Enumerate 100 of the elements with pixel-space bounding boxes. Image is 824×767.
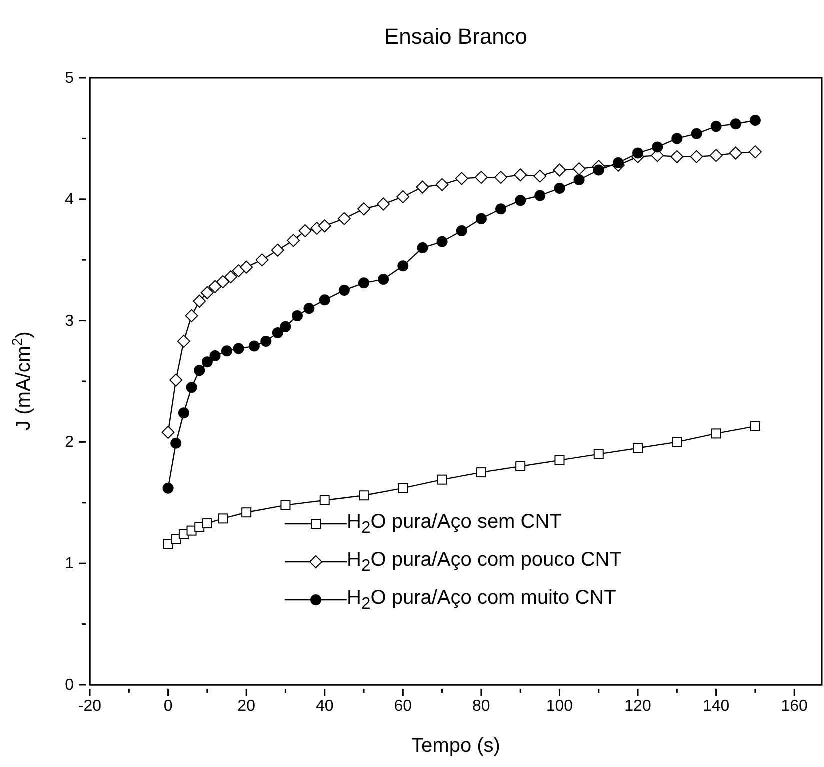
point bbox=[280, 500, 291, 510]
point bbox=[516, 461, 526, 472]
point bbox=[436, 236, 448, 248]
point bbox=[260, 336, 272, 347]
point bbox=[377, 198, 390, 211]
point bbox=[185, 309, 198, 322]
x-axis-title: Tempo (s) bbox=[412, 735, 500, 757]
point bbox=[652, 142, 664, 153]
point bbox=[417, 242, 428, 254]
point bbox=[178, 408, 190, 419]
x-tick-label: 100 bbox=[546, 698, 574, 715]
point bbox=[730, 118, 742, 130]
point bbox=[256, 254, 269, 267]
point bbox=[398, 483, 408, 494]
point bbox=[242, 508, 252, 518]
point bbox=[436, 178, 449, 192]
x-tick-label: 140 bbox=[702, 698, 730, 715]
y-tick-label: 0 bbox=[65, 677, 74, 694]
point bbox=[287, 234, 300, 248]
x-tick-label: 0 bbox=[164, 698, 173, 715]
point bbox=[496, 204, 507, 215]
point bbox=[711, 428, 722, 439]
y-tick-label: 3 bbox=[65, 312, 74, 330]
point bbox=[194, 365, 206, 376]
point bbox=[170, 438, 182, 449]
point bbox=[304, 303, 315, 314]
point bbox=[748, 146, 762, 159]
point bbox=[633, 443, 644, 454]
x-tick-label: -20 bbox=[78, 698, 102, 715]
point bbox=[186, 382, 198, 394]
point bbox=[672, 437, 682, 448]
point bbox=[534, 170, 547, 183]
point bbox=[612, 157, 624, 168]
point bbox=[202, 518, 212, 529]
point bbox=[750, 421, 760, 432]
point bbox=[216, 275, 230, 288]
point bbox=[574, 174, 585, 186]
point bbox=[416, 180, 430, 194]
legend-label: H$_{2}$O pura/Aço sem CNT bbox=[347, 510, 562, 538]
chart-title: Ensaio Branco bbox=[384, 24, 528, 49]
point bbox=[170, 374, 183, 387]
x-tick-label: 20 bbox=[238, 698, 256, 715]
point bbox=[594, 449, 604, 460]
point bbox=[222, 346, 233, 357]
point bbox=[456, 225, 468, 236]
point bbox=[691, 128, 702, 140]
point bbox=[162, 426, 175, 439]
point bbox=[218, 514, 228, 524]
point bbox=[455, 172, 468, 186]
point bbox=[729, 146, 742, 160]
point bbox=[280, 321, 292, 332]
point bbox=[162, 482, 174, 494]
point bbox=[208, 280, 222, 294]
point bbox=[476, 213, 487, 224]
x-tick-label: 40 bbox=[316, 698, 334, 715]
point bbox=[358, 278, 370, 289]
point bbox=[210, 350, 221, 362]
legend-label: H$_{2}$O pura/Aço com muito CNT bbox=[347, 586, 616, 614]
y-tick-label: 2 bbox=[65, 434, 74, 452]
point bbox=[710, 121, 722, 132]
x-tick-label: 60 bbox=[394, 698, 412, 715]
legend-label: H$_{2}$O pura/Aço com pouco CNT bbox=[347, 548, 622, 576]
point bbox=[202, 356, 213, 368]
point bbox=[572, 162, 586, 176]
point bbox=[396, 190, 410, 204]
point bbox=[690, 150, 704, 164]
point bbox=[358, 202, 371, 216]
point bbox=[632, 148, 644, 159]
point bbox=[271, 244, 284, 257]
point bbox=[710, 149, 723, 162]
point bbox=[318, 220, 332, 233]
point bbox=[240, 260, 254, 274]
point bbox=[514, 168, 528, 182]
point bbox=[672, 133, 683, 144]
y-tick-label: 4 bbox=[65, 191, 74, 208]
point bbox=[248, 340, 260, 352]
point bbox=[233, 343, 244, 354]
point bbox=[224, 270, 238, 284]
point bbox=[474, 171, 488, 184]
point bbox=[298, 224, 312, 238]
point bbox=[200, 286, 214, 300]
point bbox=[553, 164, 566, 177]
point bbox=[398, 260, 409, 272]
point bbox=[437, 474, 448, 485]
point bbox=[515, 195, 526, 206]
point bbox=[338, 284, 350, 296]
point bbox=[494, 171, 508, 184]
point bbox=[292, 310, 303, 322]
point bbox=[750, 114, 761, 126]
point bbox=[476, 468, 486, 478]
point bbox=[554, 455, 565, 466]
x-tick-label: 80 bbox=[472, 698, 490, 715]
x-tick-label: 160 bbox=[781, 698, 808, 715]
point bbox=[378, 274, 390, 286]
point bbox=[338, 212, 351, 226]
point bbox=[534, 190, 546, 202]
y-tick-label: 5 bbox=[65, 70, 74, 87]
point bbox=[359, 490, 370, 501]
point bbox=[554, 182, 566, 194]
x-tick-label: 120 bbox=[624, 698, 652, 715]
